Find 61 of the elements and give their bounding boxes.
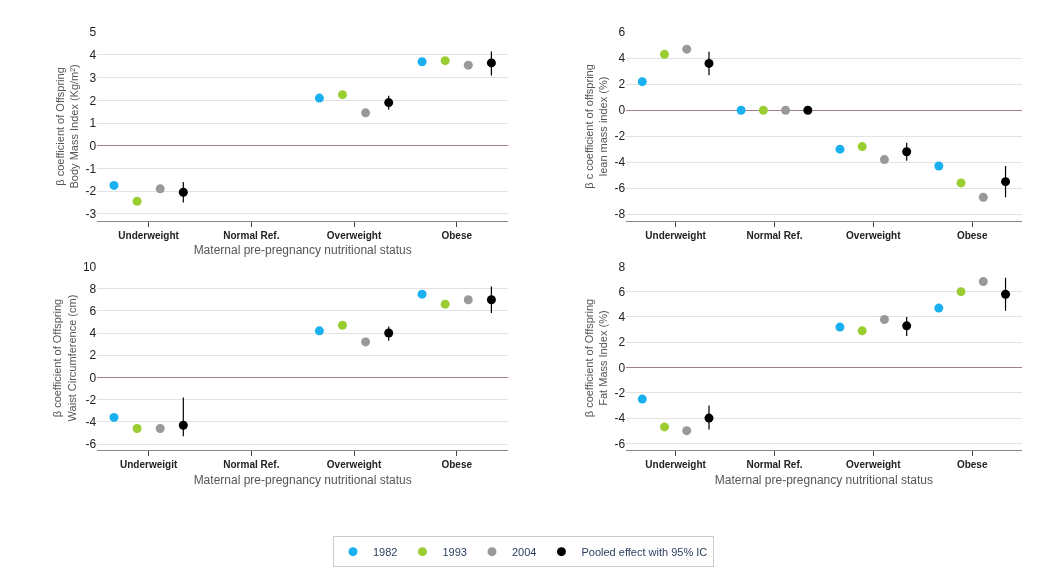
y-tick-label: 0 bbox=[89, 138, 97, 153]
x-tick-label: Overweight bbox=[846, 458, 902, 470]
y-tick-label: -2 bbox=[85, 184, 97, 199]
x-tick-label: Underweight bbox=[645, 458, 707, 470]
y-tick-label: -6 bbox=[85, 437, 97, 452]
y-tick-label: 0 bbox=[618, 103, 626, 118]
y-tick-label: 4 bbox=[618, 51, 626, 66]
y-tick-label: -4 bbox=[614, 155, 626, 170]
x-tick-label: Underweight bbox=[645, 229, 707, 241]
y-tick-label: 4 bbox=[618, 310, 626, 325]
x-tick-label: Underweigit bbox=[120, 458, 178, 470]
x-tick-label: Normal Ref. bbox=[223, 229, 280, 241]
y-tick-label: -8 bbox=[614, 207, 626, 222]
x-tick-label: Normal Ref. bbox=[223, 458, 280, 470]
y-axis-title: β coefficient of Offspring Fat Mass Index (%) bbox=[582, 298, 610, 418]
y-tick-label: 8 bbox=[618, 259, 626, 274]
x-axis-title: Maternal pre-pregnancy nutritional status bbox=[193, 472, 412, 487]
y-tick-label: -4 bbox=[614, 411, 626, 426]
legend-label: 1982 bbox=[373, 545, 398, 558]
x-tick-label: Obese bbox=[441, 458, 473, 470]
y-tick-label: -6 bbox=[614, 436, 626, 451]
x-tick-label: Obese bbox=[956, 458, 988, 470]
x-tick-label: Overweight bbox=[326, 458, 382, 470]
y-tick-label: 8 bbox=[89, 281, 97, 296]
x-tick-label: Overweight bbox=[846, 229, 902, 241]
y-tick-label: 6 bbox=[618, 25, 626, 40]
x-tick-label: Obese bbox=[956, 229, 988, 241]
y-tick-label: 1 bbox=[89, 116, 97, 131]
y-tick-label: 6 bbox=[89, 304, 97, 319]
y-tick-label: 0 bbox=[89, 370, 97, 385]
x-tick-label: Obese bbox=[441, 229, 473, 241]
y-tick-label: -3 bbox=[85, 206, 97, 221]
y-axis-title: β c coefficient of offspring lean mass index (%) bbox=[582, 64, 610, 189]
y-tick-label: 2 bbox=[618, 335, 626, 350]
x-tick-label: Underweight bbox=[118, 229, 180, 241]
y-tick-label: 3 bbox=[89, 70, 97, 85]
y-tick-label: 4 bbox=[89, 48, 97, 63]
y-tick-label: 6 bbox=[618, 284, 626, 299]
x-tick-label: Normal Ref. bbox=[746, 458, 803, 470]
y-axis-title: β coefficient of Offspring Body Mass Index (Kg/m²) bbox=[53, 64, 81, 189]
y-tick-label: 0 bbox=[618, 360, 626, 375]
y-tick-label: -2 bbox=[614, 385, 626, 400]
y-tick-label: -4 bbox=[85, 415, 97, 430]
y-tick-label: 2 bbox=[89, 93, 97, 108]
x-tick-label: Overweight bbox=[326, 229, 382, 241]
y-tick-label: -6 bbox=[614, 181, 626, 196]
x-axis-title: Maternal pre-pregnancy nutritional status bbox=[193, 243, 412, 258]
x-axis-title: Maternal pre-pregnancy nutritional status bbox=[714, 472, 933, 487]
y-tick-label: 5 bbox=[89, 25, 97, 40]
y-axis-title: β coefficient of Offspring Waist Circumference (cm) bbox=[51, 294, 78, 422]
y-tick-label: -1 bbox=[85, 161, 97, 176]
y-tick-label: 4 bbox=[89, 326, 97, 341]
y-tick-label: 2 bbox=[89, 348, 97, 363]
y-tick-label: 10 bbox=[82, 259, 97, 274]
y-tick-label: -2 bbox=[614, 129, 626, 144]
y-tick-label: 2 bbox=[618, 77, 626, 92]
legend-label: 1993 bbox=[442, 545, 467, 558]
y-tick-label: -2 bbox=[85, 392, 97, 407]
legend-label: 2004 bbox=[511, 545, 537, 558]
legend-label: Pooled effect with 95% IC bbox=[581, 545, 708, 558]
x-tick-label: Normal Ref. bbox=[746, 229, 803, 241]
